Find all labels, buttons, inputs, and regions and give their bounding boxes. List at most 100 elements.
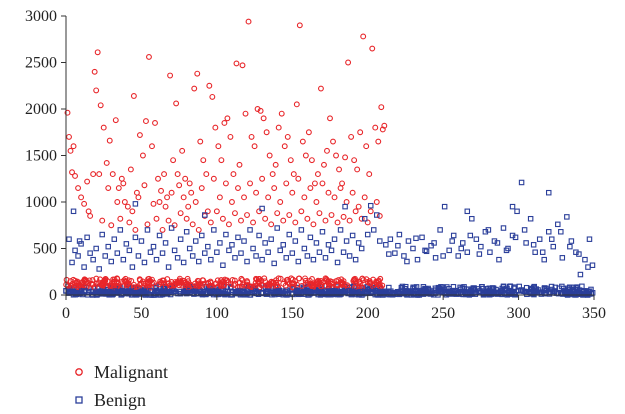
- malignant-point: [122, 275, 129, 282]
- malignant-point: [301, 194, 308, 201]
- benign-point: [505, 291, 512, 297]
- malignant-point: [180, 194, 187, 201]
- malignant-point: [100, 124, 107, 131]
- benign-point: [459, 291, 465, 297]
- x-tick-label: 300: [507, 305, 531, 322]
- benign-point: [298, 227, 305, 233]
- malignant-point: [340, 213, 347, 220]
- malignant-point: [225, 221, 232, 228]
- malignant-point: [146, 277, 153, 284]
- data-points: [63, 18, 596, 298]
- benign-point: [549, 236, 555, 242]
- benign-point: [334, 259, 341, 266]
- malignant-point: [319, 180, 326, 187]
- malignant-point: [164, 194, 171, 201]
- benign-point: [464, 208, 471, 215]
- malignant-point: [75, 282, 82, 289]
- malignant-point: [252, 280, 259, 286]
- malignant-point: [129, 208, 136, 215]
- benign-point: [277, 247, 283, 254]
- benign-point: [283, 255, 290, 261]
- benign-point: [530, 290, 536, 297]
- malignant-point: [268, 221, 275, 228]
- benign-point: [392, 250, 398, 256]
- malignant-point: [170, 282, 177, 289]
- benign-point: [135, 253, 142, 259]
- benign-point: [220, 291, 227, 297]
- benign-point: [189, 253, 196, 259]
- malignant-point: [375, 138, 382, 145]
- benign-point: [428, 288, 435, 294]
- benign-point: [360, 290, 367, 297]
- malignant-point: [152, 119, 158, 126]
- legend-label-benign: Benign: [94, 389, 146, 410]
- benign-point: [137, 289, 143, 295]
- benign-point: [192, 238, 199, 244]
- malignant-point: [336, 166, 343, 173]
- malignant-point: [302, 277, 309, 284]
- benign-point: [438, 288, 444, 294]
- x-tick-label: 150: [280, 305, 304, 322]
- malignant-point: [182, 175, 189, 182]
- benign-point: [568, 238, 575, 244]
- malignant-point: [126, 219, 133, 226]
- benign-point: [387, 291, 394, 298]
- malignant-point: [115, 280, 122, 287]
- x-tick-label: 350: [582, 305, 606, 322]
- malignant-point: [91, 68, 98, 75]
- malignant-point: [132, 226, 139, 233]
- malignant-point: [248, 133, 255, 140]
- malignant-point: [369, 45, 376, 52]
- malignant-point: [150, 200, 157, 207]
- malignant-point: [338, 279, 345, 286]
- malignant-point: [203, 171, 210, 178]
- benign-point: [383, 242, 389, 248]
- benign-point: [303, 288, 310, 295]
- benign-point: [396, 291, 403, 298]
- benign-point: [453, 291, 460, 297]
- benign-point: [337, 227, 344, 233]
- malignant-point: [212, 124, 219, 131]
- malignant-point: [140, 280, 147, 287]
- benign-point: [585, 264, 591, 270]
- benign-point: [259, 256, 265, 263]
- benign-point: [487, 249, 493, 255]
- malignant-point: [156, 199, 163, 205]
- benign-point: [496, 256, 502, 263]
- benign-point: [564, 214, 570, 220]
- benign-point: [559, 255, 566, 261]
- malignant-point: [66, 133, 72, 140]
- benign-point: [410, 245, 416, 252]
- benign-point: [138, 238, 145, 244]
- benign-point: [343, 238, 350, 244]
- y-tick-label: 2500: [25, 55, 57, 72]
- malignant-point: [275, 275, 282, 282]
- malignant-point: [93, 275, 100, 282]
- malignant-point: [227, 133, 234, 140]
- benign-point: [500, 225, 507, 231]
- malignant-point: [241, 194, 247, 201]
- benign-point: [67, 288, 73, 295]
- benign-point: [214, 249, 220, 255]
- malignant-point: [280, 217, 287, 224]
- benign-point: [469, 215, 475, 222]
- malignant-point: [120, 180, 127, 187]
- benign-point: [191, 291, 197, 297]
- benign-point: [76, 238, 83, 244]
- benign-point: [229, 242, 235, 248]
- malignant-point: [68, 282, 75, 289]
- benign-point: [387, 236, 394, 242]
- malignant-point: [284, 133, 291, 140]
- benign-point: [455, 253, 461, 259]
- malignant-point: [244, 279, 251, 286]
- benign-point: [419, 234, 425, 241]
- benign-point: [153, 288, 160, 295]
- malignant-point: [247, 180, 253, 187]
- benign-point: [174, 255, 181, 261]
- malignant-point: [105, 185, 112, 192]
- malignant-point: [345, 59, 352, 66]
- malignant-point: [330, 138, 336, 145]
- benign-point: [289, 250, 296, 256]
- malignant-point: [90, 171, 97, 178]
- malignant-point: [351, 276, 358, 283]
